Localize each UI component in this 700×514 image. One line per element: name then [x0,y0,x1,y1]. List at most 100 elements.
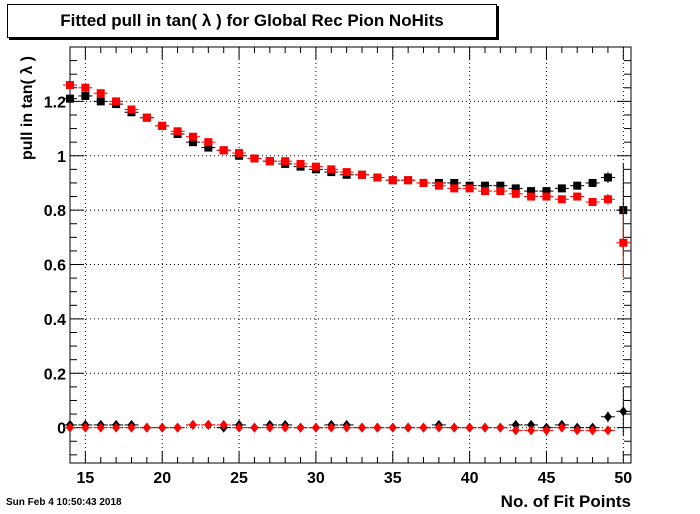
data-point-diamond [419,422,428,433]
data-point-square [66,81,74,90]
plot-frame [69,46,632,464]
data-point-diamond [511,419,520,430]
data-point-diamond [358,422,367,433]
data-point-diamond [158,422,167,433]
data-point-square [603,173,612,182]
data-point-square [419,178,428,187]
data-series [63,81,631,436]
data-point-square [511,184,520,193]
series-1 [63,81,631,279]
x-tick-label: 40 [461,470,479,487]
data-point-diamond [66,422,74,433]
data-point-diamond [327,422,336,433]
data-point-square [281,157,290,166]
y-tick-label: 1 [57,149,66,166]
data-point-square [96,97,105,106]
x-tick-label: 35 [384,470,402,487]
axes-frame [69,46,632,464]
data-point-square [434,181,443,190]
data-point-diamond [296,422,305,433]
data-point-diamond [142,422,151,433]
data-point-square [327,165,336,174]
data-point-square [511,189,520,198]
data-point-square [204,138,213,147]
data-point-diamond [373,422,382,433]
data-point-square [480,181,489,190]
data-point-square [573,181,582,190]
data-point-diamond [219,419,228,430]
data-point-square [127,105,136,114]
data-point-square [81,83,90,92]
data-point-square [96,89,105,98]
data-point-square [66,94,74,103]
data-point-diamond [204,419,213,430]
data-point-square [542,187,551,196]
data-point-square [342,168,351,177]
data-point-square [450,184,459,193]
tick-labels: 15 20 25 30 35 40 45 50 0 0.2 0.4 0.6 0.8 1 1.2 [44,94,633,487]
data-point-diamond [96,422,105,433]
data-point-square [219,146,228,155]
data-point-square [404,176,413,185]
data-point-diamond [588,425,597,436]
data-point-diamond [542,425,551,436]
x-tick-label: 25 [230,470,248,487]
data-point-square [619,238,628,247]
y-tick-label: 0.8 [44,203,66,220]
data-point-square [173,127,182,136]
data-point-square [235,149,244,158]
x-tick-label: 20 [153,470,171,487]
x-tick-label: 45 [538,470,556,487]
data-point-square [358,170,367,179]
data-point-square [480,187,489,196]
data-point-diamond [127,422,136,433]
data-point-square [542,192,551,201]
data-point-diamond [235,422,244,433]
data-point-square [188,132,197,141]
timestamp-label: Sun Feb 4 10:50:43 2018 [6,497,122,508]
data-point-square [450,178,459,187]
grid-lines [70,47,631,463]
x-tick-label: 15 [76,470,94,487]
data-point-diamond [265,422,274,433]
data-point-diamond [496,422,505,433]
data-point-square [573,192,582,201]
data-point-square [296,159,305,168]
y-tick-label: 0 [57,421,66,438]
data-point-square [311,162,320,171]
data-point-diamond [619,406,628,417]
data-point-square [527,192,536,201]
data-point-diamond [81,422,90,433]
data-point-square [496,181,505,190]
data-point-square [250,154,259,163]
data-point-diamond [173,422,182,433]
y-tick-label: 0.2 [44,366,66,383]
data-point-diamond [404,422,413,433]
data-point-square [112,97,121,106]
data-point-diamond [511,425,520,436]
series-3 [63,419,615,436]
y-axis-label: pull in tan( λ ) [19,56,36,160]
x-tick-label: 30 [307,470,325,487]
data-point-square [204,143,213,152]
y-tick-label: 1.2 [44,94,66,111]
data-point-diamond [311,422,320,433]
data-point-diamond [527,425,536,436]
data-point-diamond [281,422,290,433]
data-point-diamond [388,422,397,433]
data-point-diamond [480,422,489,433]
data-point-diamond [603,411,612,422]
data-point-square [81,91,90,100]
data-point-square [557,184,566,193]
data-point-square [373,173,382,182]
x-axis-label: No. of Fit Points [500,492,631,511]
data-point-diamond [188,419,197,430]
data-point-diamond [557,422,566,433]
data-point-square [188,138,197,147]
data-point-square [557,195,566,204]
data-point-square [388,176,397,185]
data-point-square [142,113,151,122]
chart-title: Fitted pull in tan( λ ) for Global Rec P… [7,4,497,38]
data-point-diamond [465,422,474,433]
data-point-diamond [112,422,121,433]
